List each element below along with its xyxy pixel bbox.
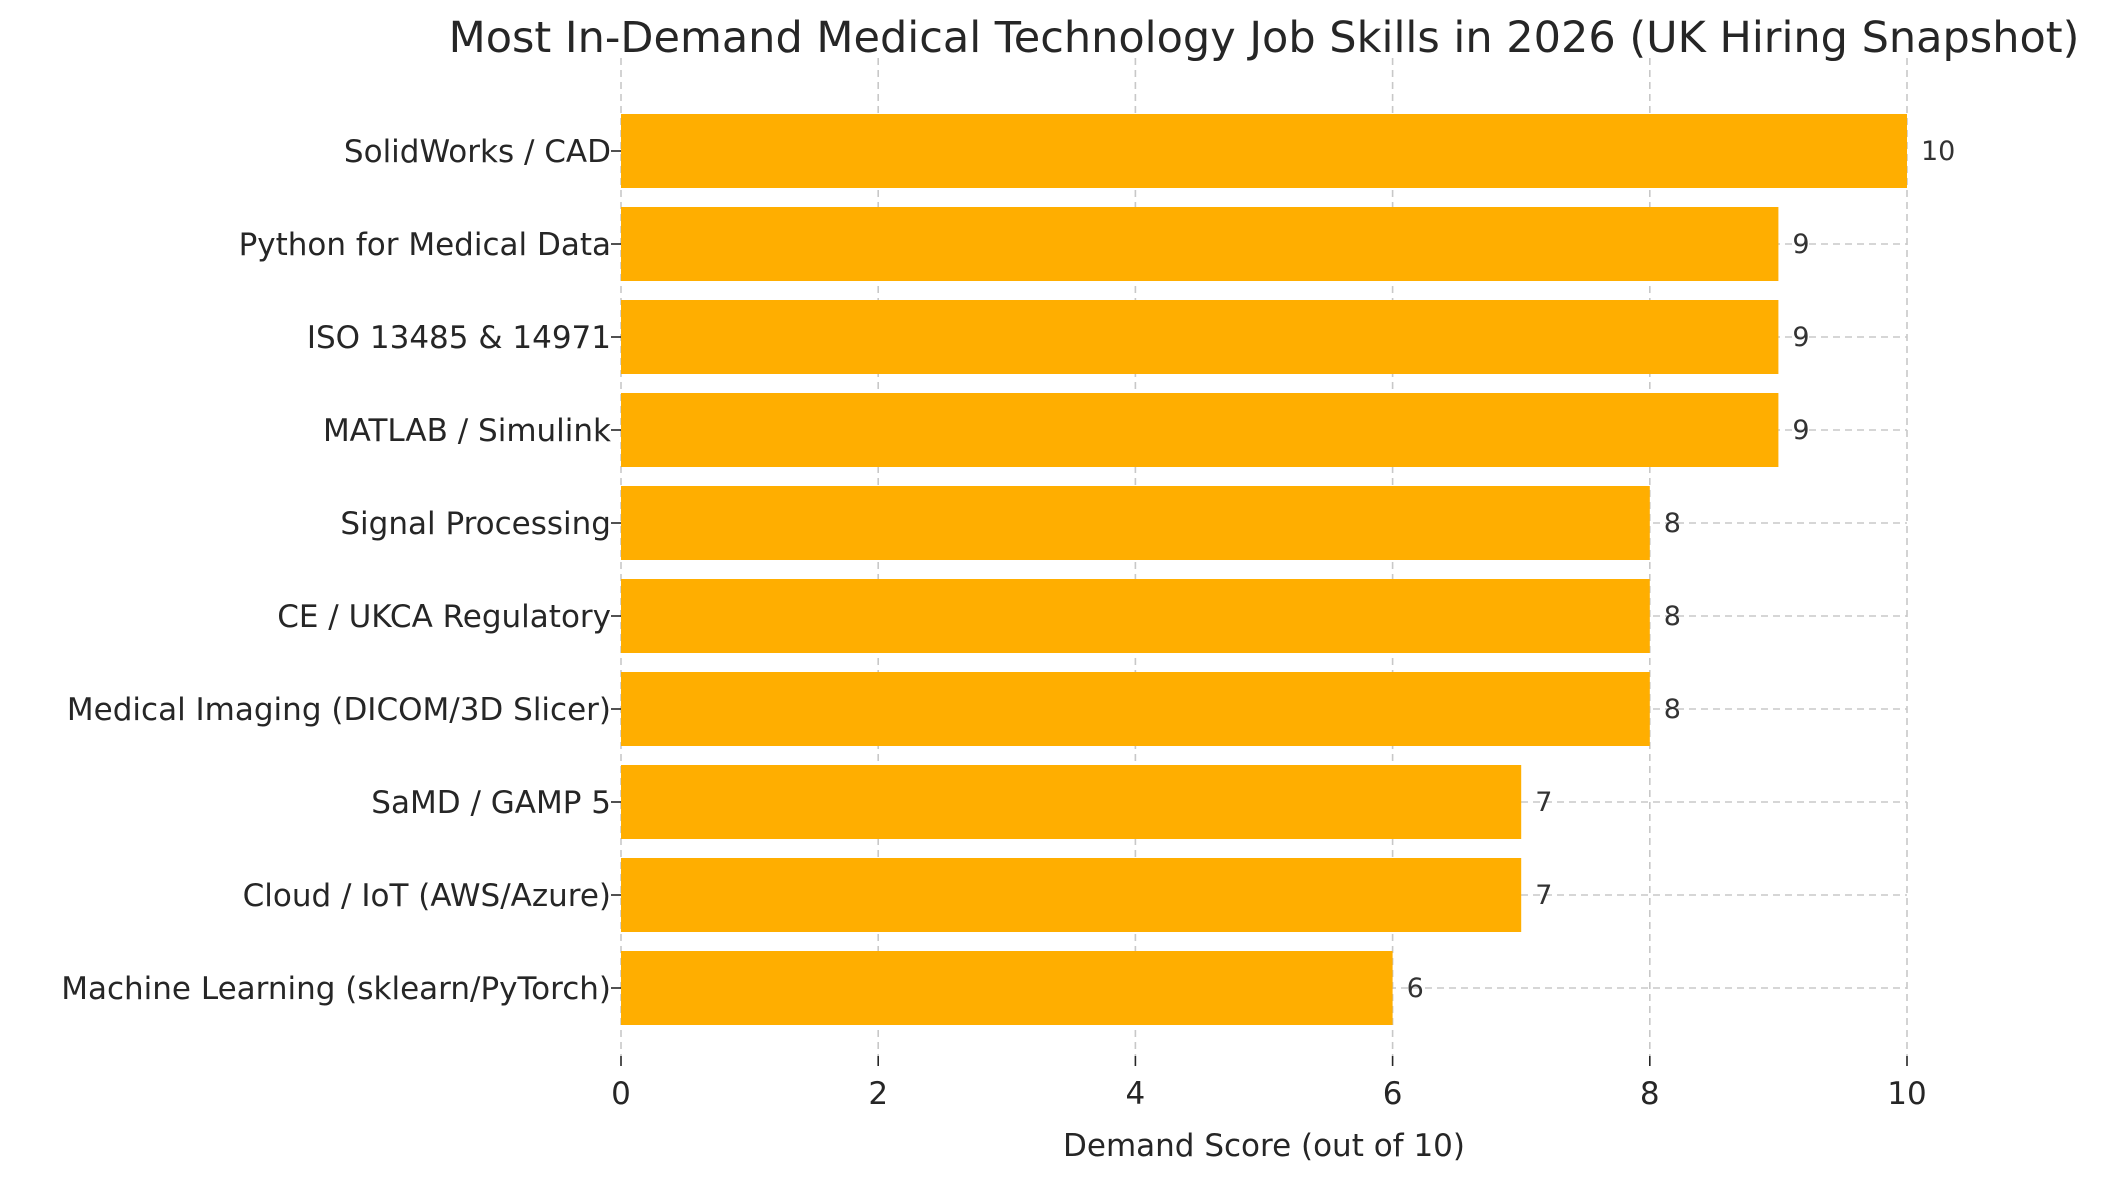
value-label: 9 — [1792, 229, 1809, 260]
value-label: 7 — [1535, 880, 1552, 911]
value-label: 8 — [1664, 601, 1681, 632]
bar — [621, 579, 1650, 653]
bar — [621, 393, 1779, 467]
x-tick-label: 10 — [1887, 1076, 1926, 1112]
bar — [621, 207, 1779, 281]
bars — [621, 114, 1907, 1025]
value-label: 6 — [1407, 973, 1424, 1004]
category-label: Python for Medical Data — [239, 227, 611, 263]
bar — [621, 858, 1522, 932]
value-label: 8 — [1664, 508, 1681, 539]
value-label: 8 — [1664, 694, 1681, 725]
chart-title: Most In-Demand Medical Technology Job Sk… — [449, 13, 2080, 63]
bar — [621, 114, 1907, 188]
category-label: ISO 13485 & 14971 — [307, 320, 611, 356]
category-label: Signal Processing — [340, 506, 611, 542]
x-tick-label: 6 — [1383, 1076, 1403, 1112]
x-tick-label: 8 — [1640, 1076, 1660, 1112]
category-label: Cloud / IoT (AWS/Azure) — [243, 878, 611, 914]
x-tick-label: 4 — [1126, 1076, 1146, 1112]
axes: 0 2 4 6 8 10 SolidWorks / CAD Python for Medica… — [61, 134, 1926, 1112]
value-label: 7 — [1535, 787, 1552, 818]
category-label: Machine Learning (sklearn/PyTorch) — [61, 971, 611, 1007]
value-label: 9 — [1792, 415, 1809, 446]
bar — [621, 672, 1650, 746]
bar — [621, 486, 1650, 560]
category-label: SolidWorks / CAD — [344, 134, 611, 170]
bar — [621, 951, 1393, 1025]
value-label: 9 — [1792, 322, 1809, 353]
category-label: MATLAB / Simulink — [323, 413, 611, 449]
bar — [621, 300, 1779, 374]
x-tick-label: 0 — [611, 1076, 631, 1112]
data-labels: 10 9 9 9 8 8 8 7 7 6 — [1407, 136, 1956, 1004]
category-label: CE / UKCA Regulatory — [277, 599, 611, 635]
bar — [621, 765, 1522, 839]
value-label: 10 — [1921, 136, 1955, 167]
x-axis-label: Demand Score (out of 10) — [1063, 1128, 1465, 1164]
category-label: Medical Imaging (DICOM/3D Slicer) — [67, 692, 611, 728]
category-label: SaMD / GAMP 5 — [371, 785, 611, 821]
x-tick-label: 2 — [868, 1076, 888, 1112]
